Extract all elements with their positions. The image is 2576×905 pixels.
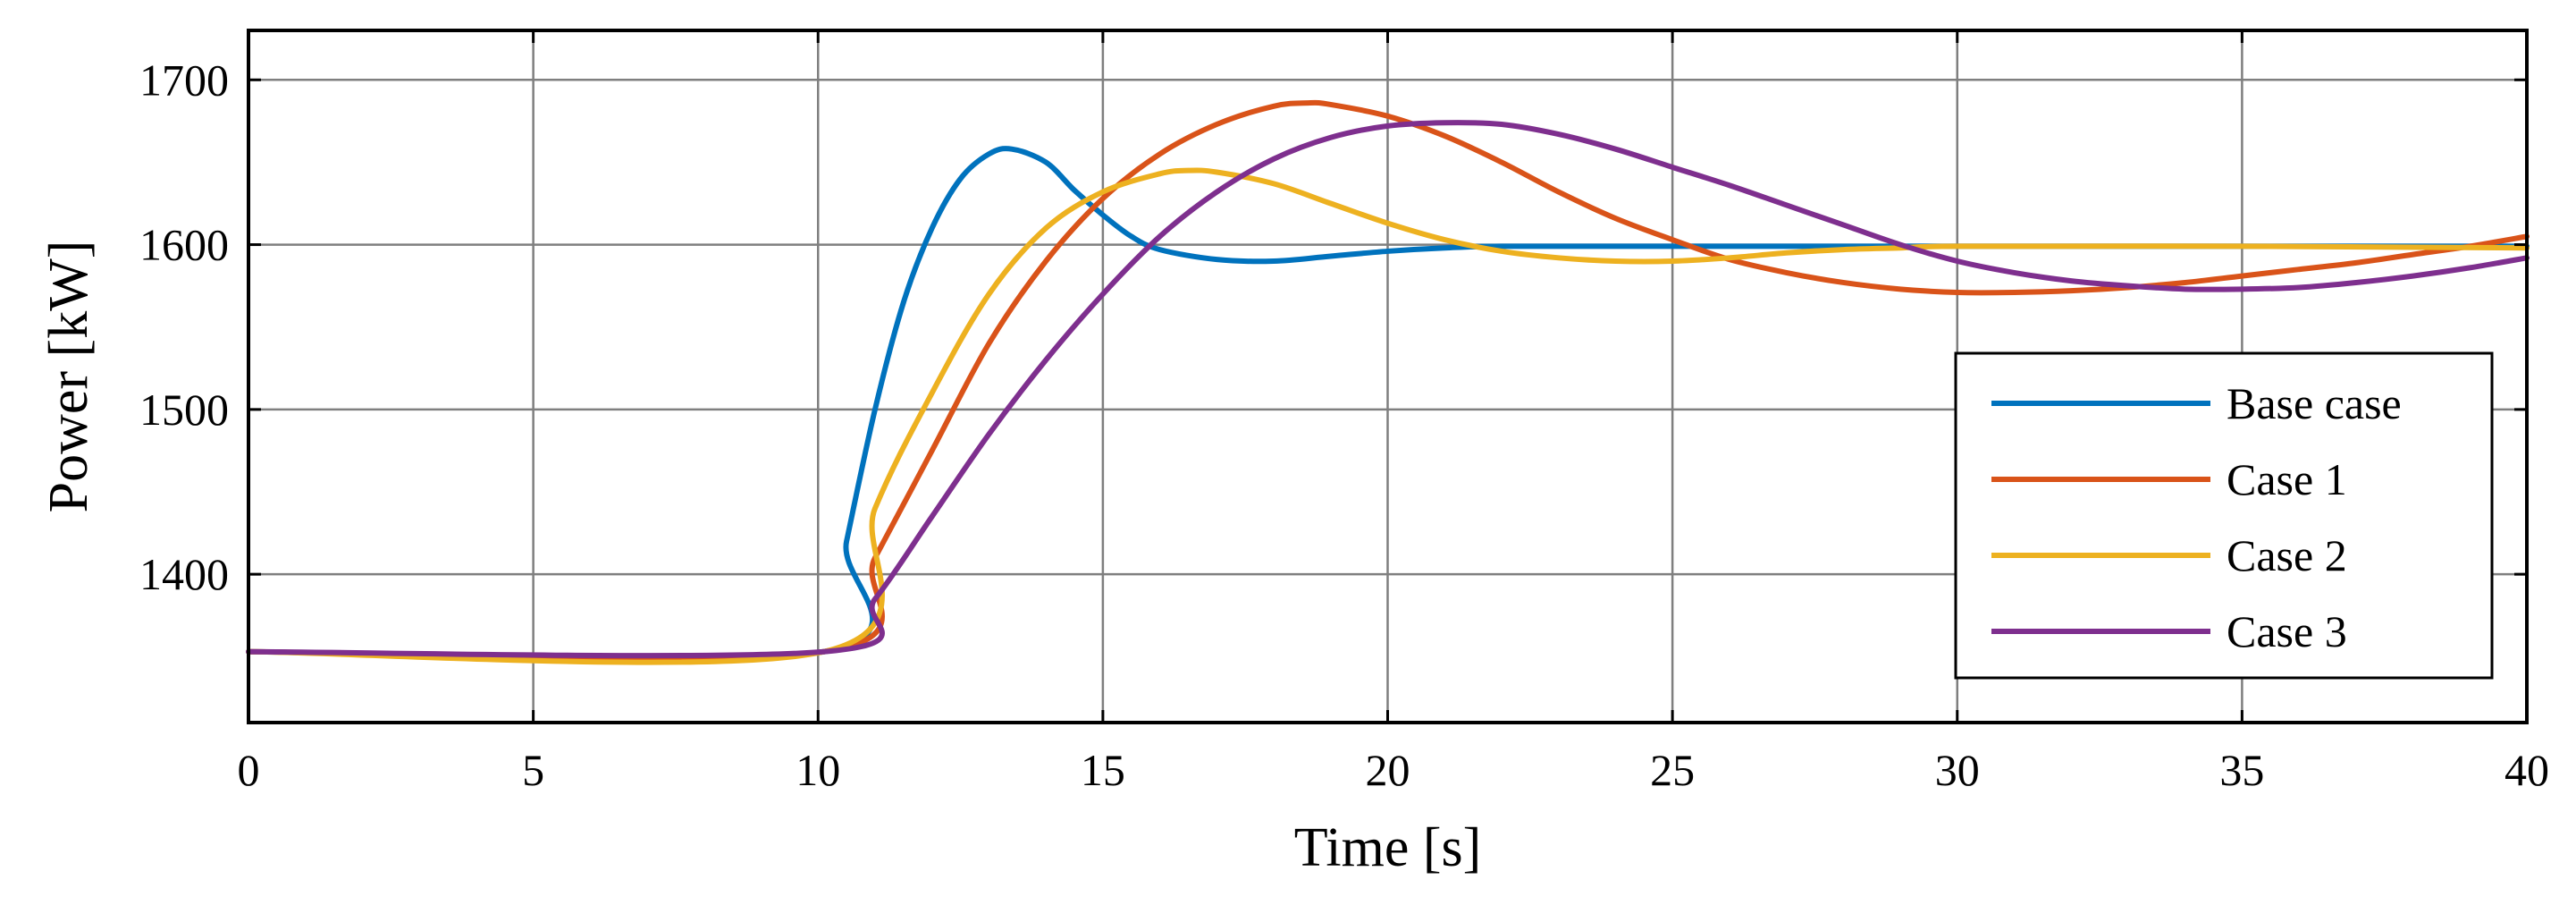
x-tick-label: 10: [796, 745, 840, 795]
y-tick-label: 1600: [139, 220, 229, 270]
axis-ticks: 0 5 10 15 20 25 30 35 40 1400 1500 1600 1700: [139, 30, 2549, 795]
x-tick-label: 5: [522, 745, 544, 795]
y-axis-label: Power [kW]: [38, 241, 99, 513]
x-axis-label: Time [s]: [1294, 817, 1482, 878]
x-tick-label: 35: [2219, 745, 2264, 795]
x-tick-label: 20: [1366, 745, 1410, 795]
series-line-case-1: [246, 99, 2530, 662]
y-tick-label: 1400: [139, 549, 229, 599]
x-tick-label: 25: [1650, 745, 1695, 795]
series-line-case-3: [246, 120, 2530, 659]
x-tick-label: 40: [2504, 745, 2549, 795]
legend-label-base-case: Base case: [2227, 378, 2402, 428]
x-tick-label: 30: [1935, 745, 1980, 795]
y-tick-label: 1500: [139, 385, 229, 435]
legend-label-case-3: Case 3: [2227, 606, 2347, 656]
legend-label-case-1: Case 1: [2227, 454, 2347, 504]
series-line-base-case: [246, 146, 2530, 663]
legend-label-case-2: Case 2: [2227, 530, 2347, 580]
x-tick-label: 15: [1081, 745, 1125, 795]
x-tick-label: 0: [238, 745, 260, 795]
y-tick-label: 1700: [139, 55, 229, 105]
legend: Base case Case 1 Case 2 Case 3: [1954, 351, 2494, 680]
series-layer: [246, 99, 2530, 665]
legend-box: [1954, 351, 2494, 680]
